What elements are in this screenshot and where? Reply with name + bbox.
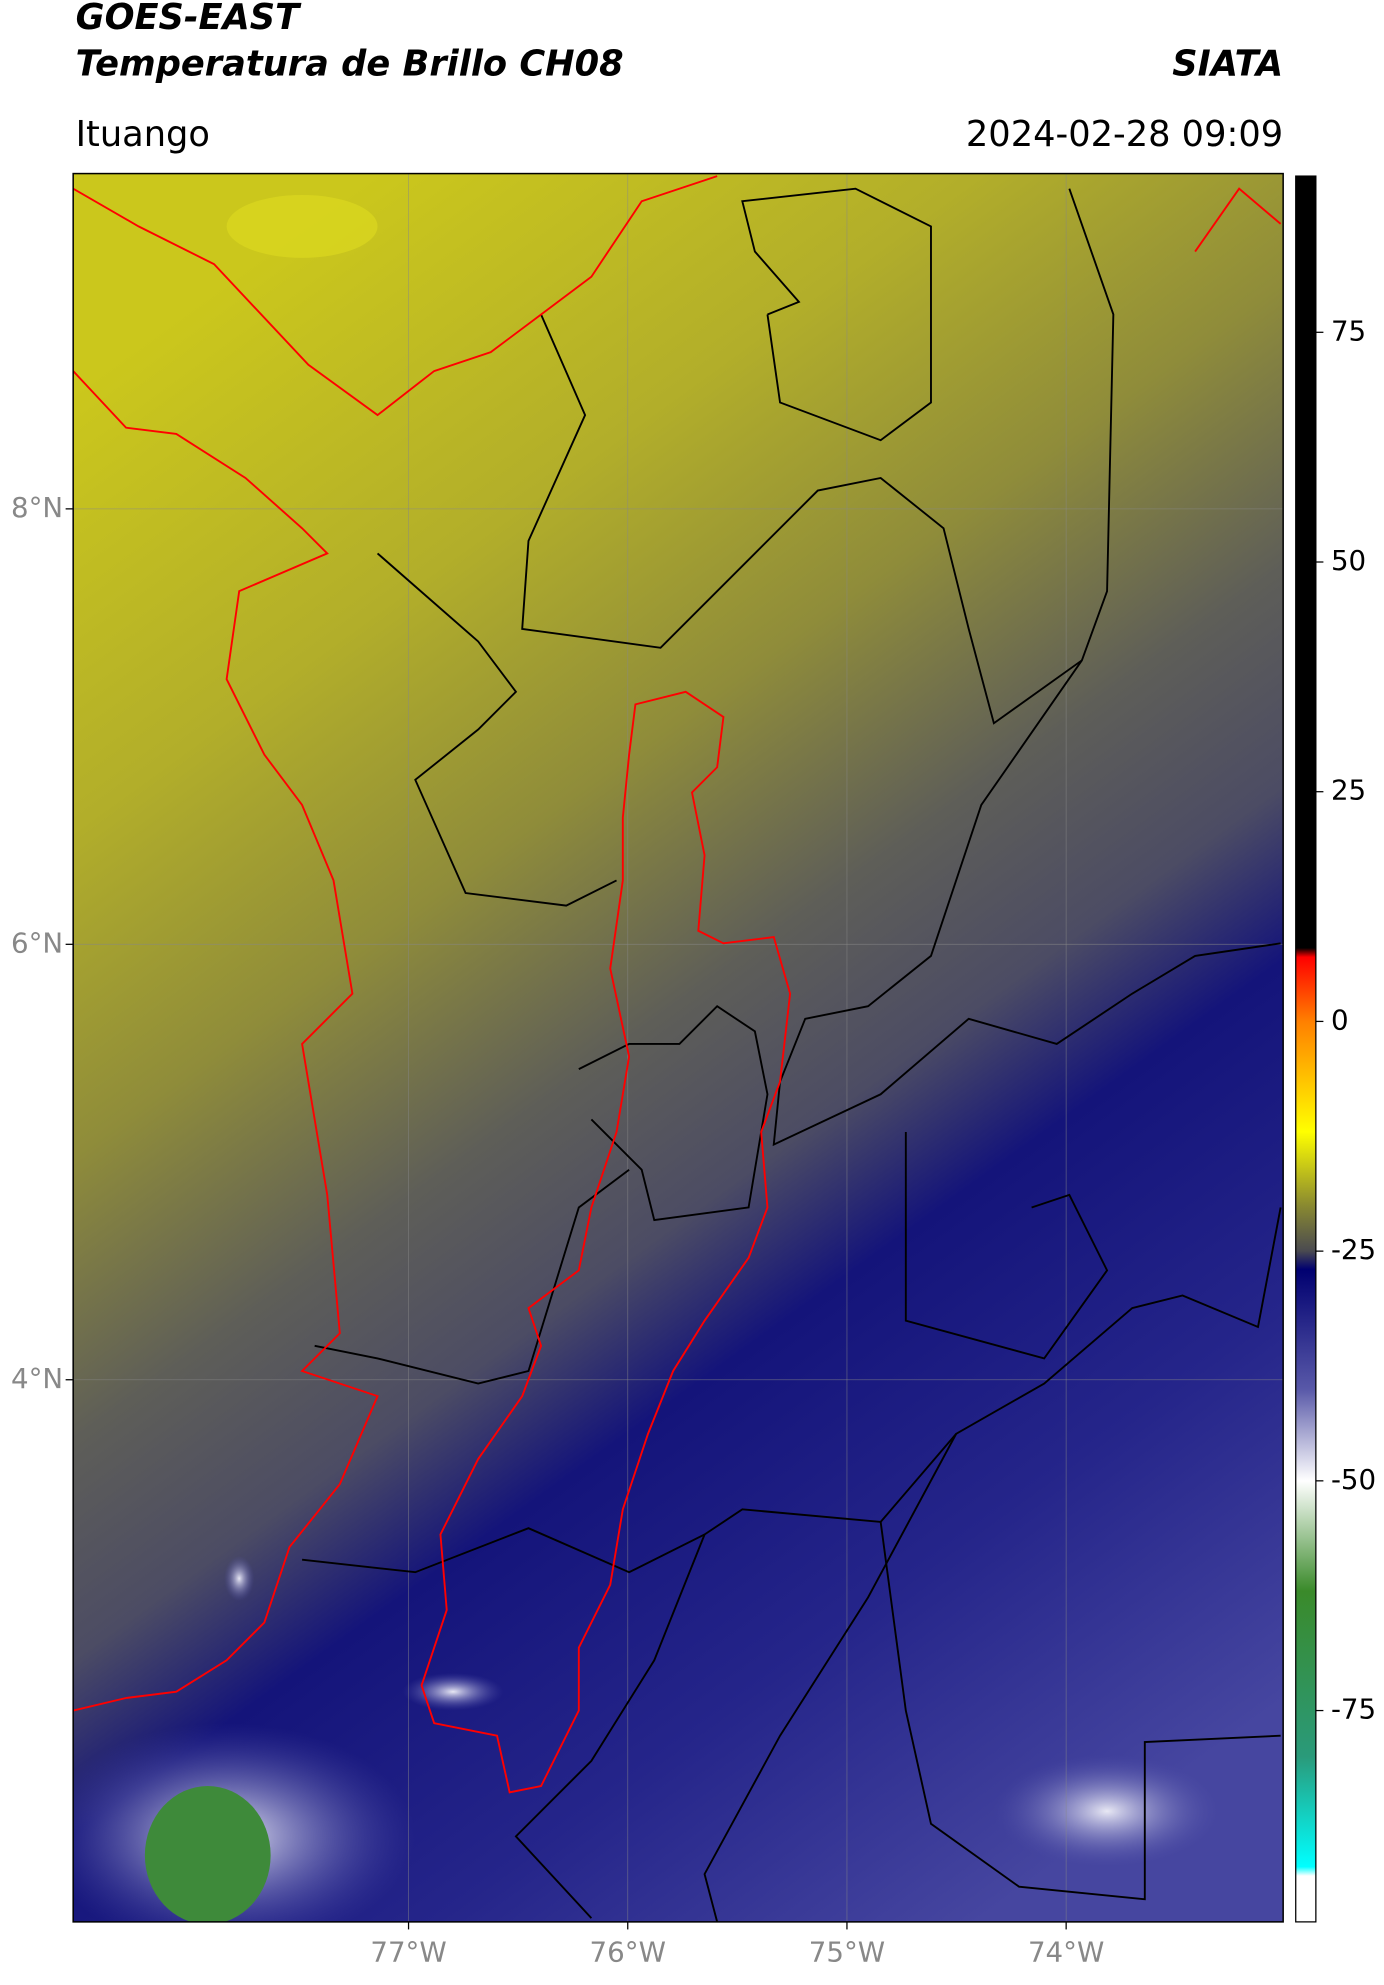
region: Ituango	[76, 114, 210, 155]
coastline	[1194, 187, 1282, 253]
cloud-patch	[226, 194, 378, 258]
border	[741, 187, 932, 442]
colorbar-tick-label: -75	[1331, 1693, 1376, 1726]
coast-and-basin	[73, 175, 1282, 1794]
colorbar-tick-label: -50	[1331, 1463, 1376, 1496]
border	[772, 659, 1281, 1147]
cloud-patch	[224, 1555, 255, 1602]
y-tick-label: 4°N	[11, 1362, 63, 1395]
border	[703, 1433, 957, 1922]
y-tick-label: 6°N	[11, 926, 63, 959]
map-frame	[72, 172, 1284, 1923]
subtitle: Temperatura de Brillo CH08	[76, 43, 624, 84]
x-tick-label: 75°W	[809, 1935, 885, 1968]
x-tick-label: 74°W	[1028, 1935, 1104, 1968]
map-image	[73, 173, 1284, 1922]
border	[578, 1005, 769, 1222]
cloud-patch	[993, 1754, 1221, 1868]
coastline	[73, 175, 718, 417]
x-tick-label: 77°W	[370, 1935, 446, 1968]
credit: SIATA	[1172, 43, 1283, 84]
border	[376, 552, 617, 907]
ituango-basin	[420, 690, 792, 1794]
y-tick-label: 8°N	[11, 491, 63, 524]
colorbar-tick-label: 50	[1331, 544, 1366, 577]
border	[904, 1132, 1109, 1360]
colorbar-tick-label: -25	[1331, 1233, 1376, 1266]
datetime: 2024-02-28 09:09	[966, 114, 1283, 155]
border	[314, 1168, 630, 1385]
map-background	[73, 173, 1284, 1922]
cloud-core	[144, 1786, 271, 1922]
cloud-patch	[402, 1672, 504, 1711]
border	[521, 188, 1115, 725]
border	[879, 1521, 1281, 1901]
colorbar	[1295, 175, 1317, 1923]
borders	[301, 187, 1282, 1922]
colorbar-tick-label: 0	[1331, 1003, 1349, 1036]
coastline	[73, 370, 379, 1712]
colorbar-tick-label: 75	[1331, 314, 1366, 347]
colorbar-tick-label: 25	[1331, 774, 1366, 807]
title: GOES-EAST	[76, 0, 302, 38]
x-tick-label: 76°W	[590, 1935, 666, 1968]
border	[514, 1534, 706, 1919]
